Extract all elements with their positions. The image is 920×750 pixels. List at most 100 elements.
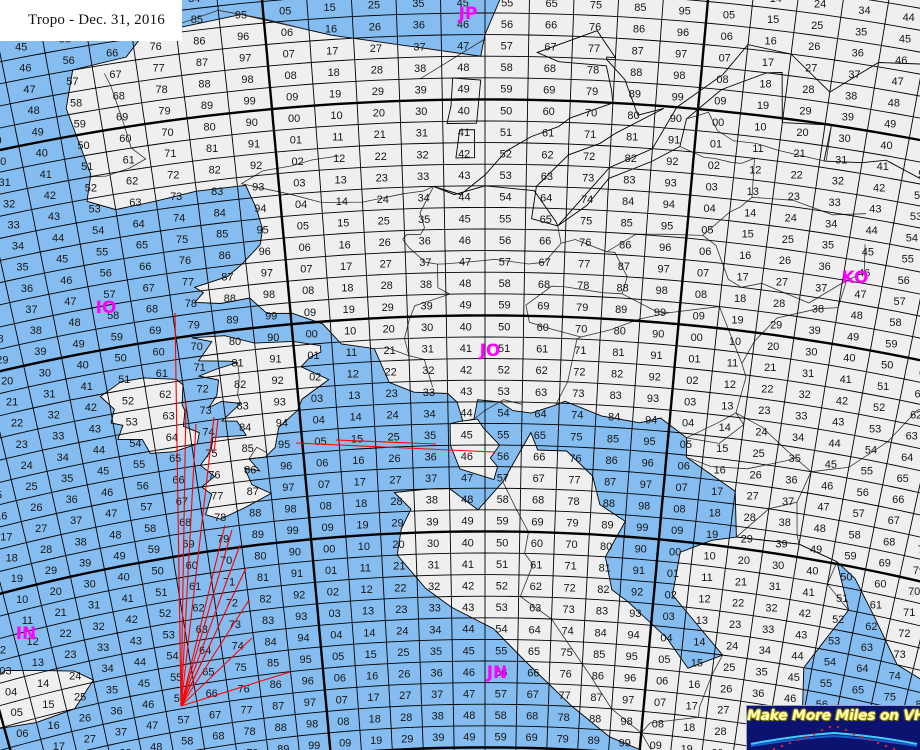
- square-number: 64: [133, 218, 145, 230]
- square-number: 83: [610, 390, 622, 402]
- square-number: 24: [814, 0, 826, 10]
- square-number: 70: [161, 127, 173, 139]
- square-number: 26: [30, 502, 42, 514]
- square-number: 36: [785, 475, 797, 487]
- square-number: 30: [427, 538, 439, 550]
- square-number: 53: [869, 423, 881, 435]
- square-number: 89: [629, 88, 641, 100]
- square-number: 78: [155, 84, 167, 96]
- square-number: 78: [567, 496, 579, 508]
- square-number: 45: [97, 466, 109, 478]
- square-number: 93: [629, 608, 641, 620]
- square-number: 72: [226, 598, 238, 610]
- square-number: 09: [321, 522, 333, 534]
- square-number: 40: [806, 566, 818, 578]
- square-number: 61: [870, 600, 882, 612]
- square-number: 96: [237, 31, 249, 43]
- square-number: 26: [388, 453, 400, 465]
- square-number: 80: [254, 551, 266, 563]
- square-number: 85: [621, 218, 633, 230]
- square-number: 88: [198, 79, 210, 91]
- square-number: 31: [88, 600, 100, 612]
- square-number: 33: [423, 387, 435, 399]
- square-number: 26: [369, 21, 381, 33]
- square-number: 30: [0, 156, 6, 168]
- square-number: 91: [269, 353, 281, 365]
- square-number: 22: [791, 170, 803, 182]
- square-number: 23: [395, 604, 407, 616]
- square-number: 11: [360, 563, 371, 575]
- square-number: 90: [670, 113, 682, 125]
- square-number: 97: [304, 697, 316, 709]
- square-number: 14: [350, 412, 362, 424]
- square-number: 47: [463, 689, 475, 701]
- square-number: 54: [92, 225, 104, 237]
- square-number: 45: [459, 213, 471, 225]
- square-number: 77: [559, 690, 571, 702]
- square-number: 78: [558, 712, 570, 724]
- square-number: 21: [383, 345, 395, 357]
- square-number: 96: [642, 457, 654, 469]
- square-number: 38: [30, 325, 42, 337]
- square-number: 17: [367, 692, 379, 704]
- square-number: 54: [495, 624, 507, 636]
- square-number: 42: [462, 581, 474, 593]
- square-number: 02: [309, 371, 321, 383]
- field-label-jo: JO: [479, 341, 501, 361]
- square-number: 42: [85, 402, 97, 414]
- square-number: 69: [182, 539, 194, 551]
- square-number: 99: [619, 737, 631, 749]
- square-number: 31: [802, 368, 814, 380]
- field-label-io: IO: [96, 298, 117, 318]
- square-number: 94: [627, 630, 639, 642]
- square-number: 18: [369, 714, 381, 726]
- square-number: 06: [299, 242, 311, 254]
- square-number: 48: [459, 278, 471, 290]
- square-number: 83: [211, 186, 223, 198]
- square-number: 21: [735, 576, 747, 588]
- square-number: 40: [36, 148, 48, 160]
- square-number: 89: [252, 529, 264, 541]
- square-number: 29: [45, 565, 57, 577]
- square-number: 34: [858, 5, 870, 17]
- country-border: [825, 125, 832, 162]
- square-number: 36: [430, 668, 442, 680]
- square-number: 40: [880, 140, 892, 152]
- square-number: 14: [719, 422, 731, 434]
- square-number: 03: [311, 393, 323, 405]
- square-number: 66: [545, 20, 557, 32]
- square-number: 05: [332, 651, 344, 663]
- square-number: 97: [239, 52, 251, 64]
- square-number: 44: [462, 624, 474, 636]
- square-number: 49: [459, 300, 471, 312]
- propagation-path: [295, 442, 495, 453]
- square-number: 96: [259, 246, 271, 258]
- square-number: 84: [239, 422, 251, 434]
- square-number: 89: [201, 100, 213, 112]
- square-number: 23: [788, 191, 800, 203]
- square-number: 76: [208, 469, 220, 481]
- square-number: 32: [416, 149, 428, 161]
- square-number: 56: [898, 275, 910, 287]
- square-number: 41: [458, 127, 470, 139]
- square-number: 07: [318, 479, 330, 491]
- square-number: 22: [384, 367, 396, 379]
- square-number: 28: [381, 280, 393, 292]
- square-number: 28: [371, 65, 383, 77]
- country-border: [686, 456, 795, 470]
- square-number: 82: [611, 369, 623, 381]
- square-number: 51: [877, 381, 889, 393]
- square-number: 12: [698, 593, 710, 605]
- square-number: 52: [122, 395, 134, 407]
- square-number: 17: [736, 272, 748, 284]
- square-number: 95: [235, 9, 247, 21]
- square-number: 12: [333, 153, 345, 165]
- square-number: 24: [755, 427, 767, 439]
- square-number: 48: [851, 310, 863, 322]
- square-number: 37: [425, 473, 437, 485]
- square-number: 48: [150, 741, 162, 750]
- square-number: 68: [544, 63, 556, 75]
